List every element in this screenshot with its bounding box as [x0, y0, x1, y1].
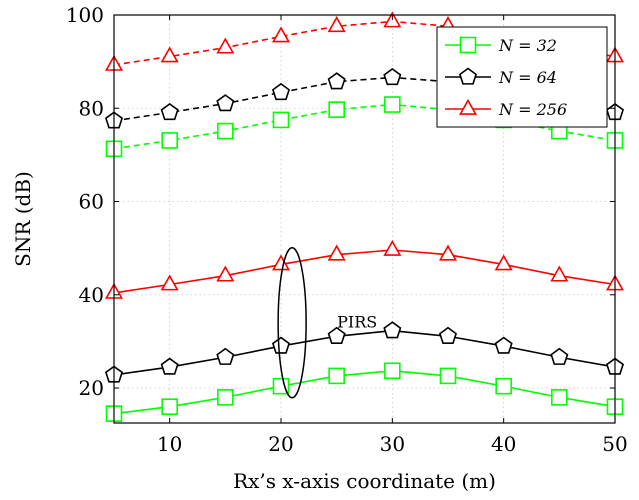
y-tick-label: 80: [79, 96, 104, 120]
data-point: [272, 111, 290, 129]
plot-frame: [113, 14, 616, 424]
x-axis-label: Rx’s x-axis coordinate (m): [233, 469, 496, 493]
data-point: [160, 102, 179, 121]
x-tick-label: 10: [157, 432, 182, 456]
x-tick-label: 40: [491, 432, 516, 456]
data-point: [161, 398, 178, 415]
data-point: [494, 336, 513, 354]
data-point: [160, 357, 179, 375]
data-point: [217, 122, 234, 140]
data-point: [271, 254, 291, 271]
data-point: [216, 347, 235, 365]
data-point: [216, 37, 235, 54]
x-tick-label: 50: [602, 432, 627, 456]
series-line: [113, 369, 616, 415]
data-point: [327, 72, 346, 90]
legend-label: N = 32: [498, 36, 557, 55]
data-point: [328, 367, 345, 385]
data-point: [439, 367, 457, 385]
data-point: [327, 244, 346, 261]
y-tick-label: 20: [79, 376, 104, 400]
data-point: [383, 67, 402, 86]
data-point: [216, 265, 235, 282]
data-point: [495, 377, 512, 395]
data-point: [438, 244, 458, 261]
data-point: [271, 336, 291, 354]
legend-label: N = 64: [498, 68, 557, 87]
data-point: [438, 326, 458, 344]
data-point: [384, 96, 401, 113]
series-line: [113, 249, 616, 294]
data-point: [550, 347, 569, 365]
data-point: [161, 132, 178, 149]
data-point: [327, 16, 346, 33]
data-point: [328, 101, 345, 118]
series-upper-pentagon: [104, 67, 625, 129]
legend-marker: [458, 98, 478, 115]
series-pirs-square: [105, 362, 624, 422]
legend-marker: [458, 67, 478, 85]
data-point: [271, 26, 291, 43]
data-point: [216, 94, 235, 112]
legend-label: N = 256: [498, 100, 567, 119]
series-pirs-triangle: [104, 239, 625, 299]
y-tick-label: 40: [79, 283, 104, 307]
pirs-ellipse: [277, 246, 307, 399]
x-tick-label: 20: [268, 432, 293, 456]
series-pirs-pentagon: [104, 321, 625, 383]
legend: N = 32 N = 64 N = 256: [436, 26, 608, 128]
y-tick-label: 100: [66, 3, 104, 27]
data-point: [271, 82, 291, 101]
y-tick-label: 60: [79, 190, 104, 214]
legend-marker: [459, 36, 477, 54]
data-point: [272, 377, 290, 395]
pirs-annotation: PIRS: [337, 313, 377, 332]
data-point: [494, 254, 513, 271]
annotation-layer: PIRS: [277, 246, 377, 399]
x-tick-label: 30: [380, 432, 405, 456]
data-point: [327, 326, 346, 344]
y-axis-label: SNR (dB): [11, 171, 35, 267]
data-point: [160, 46, 179, 63]
data-point: [383, 321, 402, 339]
data-point: [550, 265, 569, 282]
data-point: [160, 274, 179, 291]
data-point: [384, 362, 401, 380]
data-point: [217, 389, 234, 406]
series-line: [113, 329, 616, 376]
data-point: [383, 239, 402, 256]
ticks: 10 20 30 40 50 20 40 60 80 100: [66, 3, 628, 456]
data-point: [551, 389, 568, 406]
